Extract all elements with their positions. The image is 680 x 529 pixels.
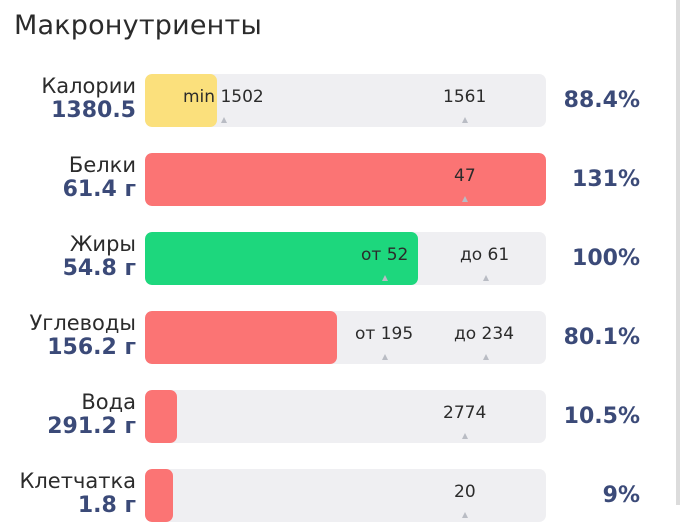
nutrient-percent: 10.5%	[563, 404, 640, 429]
nutrient-row-fat[interactable]: Жиры 54.8 г от 52 до 61 100%	[0, 232, 676, 292]
progress-track: от 195 до 234	[145, 311, 546, 364]
progress-track: от 52 до 61	[145, 232, 546, 285]
nutrient-value: 156.2 г	[47, 335, 136, 360]
nutrient-name: Жиры	[69, 232, 136, 256]
marker-tick	[382, 275, 388, 281]
progress-fill	[145, 469, 174, 522]
nutrient-value: 1.8 г	[77, 493, 136, 518]
nutrient-percent: 9%	[602, 483, 640, 508]
nutrient-value: 61.4 г	[62, 177, 136, 202]
nutrient-row-calories[interactable]: Калории 1380.5 min 1502 1561 88.4%	[0, 74, 676, 134]
nutrient-value: 1380.5	[51, 98, 136, 123]
progress-marker-label: от 52	[361, 245, 409, 265]
progress-marker-label: min 1502	[183, 87, 264, 107]
progress-track: min 1502 1561	[145, 74, 546, 127]
progress-marker-label: 20	[454, 482, 476, 502]
nutrient-name: Калории	[41, 74, 136, 98]
progress-track: 20	[145, 469, 546, 522]
marker-tick	[382, 354, 388, 360]
progress-track: 47	[145, 153, 546, 206]
progress-track: 2774	[145, 390, 546, 443]
nutrient-row-water[interactable]: Вода 291.2 г 2774 10.5%	[0, 390, 676, 450]
marker-tick	[462, 433, 468, 439]
nutrient-value: 54.8 г	[62, 256, 136, 281]
scrollbar[interactable]	[676, 0, 680, 505]
marker-tick	[462, 512, 468, 518]
nutrient-percent: 131%	[572, 167, 640, 192]
nutrient-percent: 100%	[572, 246, 640, 271]
nutrient-name: Белки	[68, 153, 136, 177]
marker-tick	[462, 117, 468, 123]
progress-fill	[145, 390, 178, 443]
marker-tick	[483, 354, 489, 360]
nutrient-value: 291.2 г	[47, 414, 136, 439]
nutrient-percent: 88.4%	[563, 88, 640, 113]
nutrient-row-fiber[interactable]: Клетчатка 1.8 г 20 9%	[0, 469, 676, 529]
progress-marker-label: до 234	[454, 324, 515, 344]
page-title: Макронутриенты	[14, 10, 262, 41]
nutrient-row-carbs[interactable]: Углеводы 156.2 г от 195 до 234 80.1%	[0, 311, 676, 371]
progress-fill	[145, 74, 218, 127]
progress-marker-label: 2774	[443, 403, 487, 423]
progress-fill	[145, 232, 418, 285]
nutrient-row-protein[interactable]: Белки 61.4 г 47 131%	[0, 153, 676, 213]
progress-marker-label: от 195	[355, 324, 414, 344]
progress-marker-label: 47	[454, 166, 476, 186]
nutrient-name: Клетчатка	[19, 469, 136, 493]
nutrient-name: Углеводы	[29, 311, 137, 335]
progress-marker-label: 1561	[443, 87, 487, 107]
progress-fill	[145, 153, 546, 206]
marker-tick	[483, 275, 489, 281]
marker-tick	[221, 117, 227, 123]
progress-fill	[145, 311, 338, 364]
progress-marker-label: до 61	[460, 245, 510, 265]
nutrient-percent: 80.1%	[563, 325, 640, 350]
nutrient-name: Вода	[81, 390, 136, 414]
marker-tick	[462, 196, 468, 202]
